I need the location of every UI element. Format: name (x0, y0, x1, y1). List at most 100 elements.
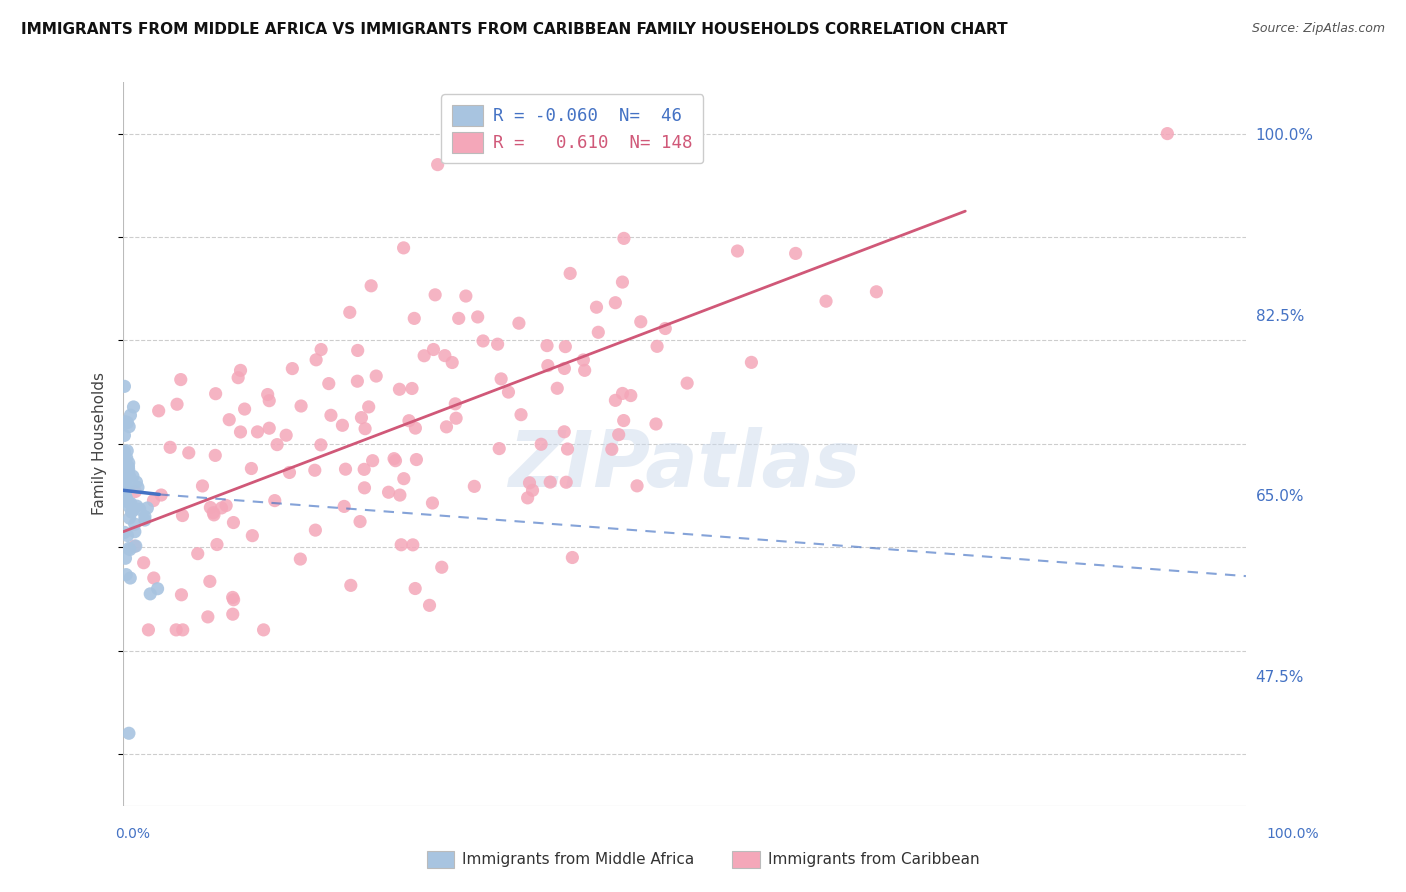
Point (305, 352, 328, 367)
Point (120, 496, 142, 510)
Point (115, 472, 138, 486)
Point (522, 483, 544, 498)
Point (626, 479, 648, 493)
Point (384, 453, 406, 467)
Point (200, 500, 222, 515)
Point (240, 529, 263, 543)
Point (170, 588, 193, 602)
Point (645, 417, 668, 431)
Point (560, 267, 582, 281)
Point (115, 450, 138, 465)
Point (118, 469, 141, 483)
Point (447, 311, 470, 326)
Point (436, 420, 458, 434)
Point (339, 578, 361, 592)
Point (613, 231, 636, 245)
Point (530, 437, 553, 451)
Point (118, 456, 141, 470)
Point (361, 453, 384, 467)
Point (360, 278, 382, 293)
Point (1156, 127, 1178, 141)
Point (118, 463, 141, 477)
Point (472, 334, 495, 348)
Point (114, 415, 136, 429)
Point (118, 542, 141, 557)
Point (574, 363, 596, 377)
Point (413, 349, 436, 363)
Point (454, 289, 477, 303)
Point (142, 571, 165, 585)
Point (114, 525, 136, 540)
Point (441, 355, 464, 369)
Point (388, 382, 411, 396)
Point (510, 408, 533, 422)
Point (332, 418, 354, 433)
Text: ZIPatlas: ZIPatlas (509, 427, 860, 503)
Point (815, 294, 838, 309)
Point (557, 442, 579, 456)
Point (546, 381, 568, 395)
Point (605, 295, 627, 310)
Point (159, 440, 181, 454)
Point (125, 499, 148, 513)
Point (127, 480, 149, 494)
Point (124, 517, 146, 532)
Point (117, 481, 139, 495)
Point (172, 623, 194, 637)
Point (404, 421, 426, 435)
Point (555, 475, 578, 490)
Point (257, 393, 280, 408)
Point (467, 310, 489, 324)
Text: IMMIGRANTS FROM MIDDLE AFRICA VS IMMIGRANTS FROM CARIBBEAN FAMILY HOUSEHOLDS COR: IMMIGRANTS FROM MIDDLE AFRICA VS IMMIGRA… (21, 22, 1008, 37)
Point (222, 607, 245, 622)
Point (115, 443, 138, 458)
Point (498, 385, 520, 400)
Point (613, 413, 636, 427)
Point (486, 337, 509, 351)
Point (740, 355, 762, 369)
Point (191, 479, 214, 493)
Point (422, 343, 444, 357)
Point (118, 511, 141, 525)
Point (418, 599, 440, 613)
Point (120, 571, 142, 585)
Point (405, 452, 427, 467)
Point (122, 400, 145, 414)
Point (215, 499, 238, 513)
Point (630, 315, 652, 329)
Point (202, 506, 225, 520)
Point (588, 326, 610, 340)
Point (354, 422, 377, 436)
Point (444, 411, 467, 425)
Point (572, 353, 595, 368)
Point (290, 552, 312, 566)
Point (339, 305, 361, 319)
Point (170, 373, 193, 387)
Point (233, 402, 256, 417)
Point (211, 500, 233, 515)
Point (538, 475, 561, 489)
Point (404, 311, 426, 326)
Point (117, 416, 139, 430)
Point (122, 502, 145, 516)
Point (318, 376, 340, 391)
Point (252, 623, 274, 637)
Point (276, 428, 298, 442)
Point (112, 379, 135, 393)
Point (172, 508, 194, 523)
Point (112, 472, 135, 486)
Point (508, 316, 530, 330)
Point (204, 449, 226, 463)
Point (222, 592, 245, 607)
Point (204, 386, 226, 401)
Point (620, 388, 643, 402)
Text: Source: ZipAtlas.com: Source: ZipAtlas.com (1251, 22, 1385, 36)
Point (132, 556, 155, 570)
Point (198, 574, 221, 589)
Point (309, 343, 332, 357)
Point (553, 361, 575, 376)
Point (377, 485, 399, 500)
Point (585, 300, 607, 314)
Point (278, 466, 301, 480)
Point (240, 461, 263, 475)
